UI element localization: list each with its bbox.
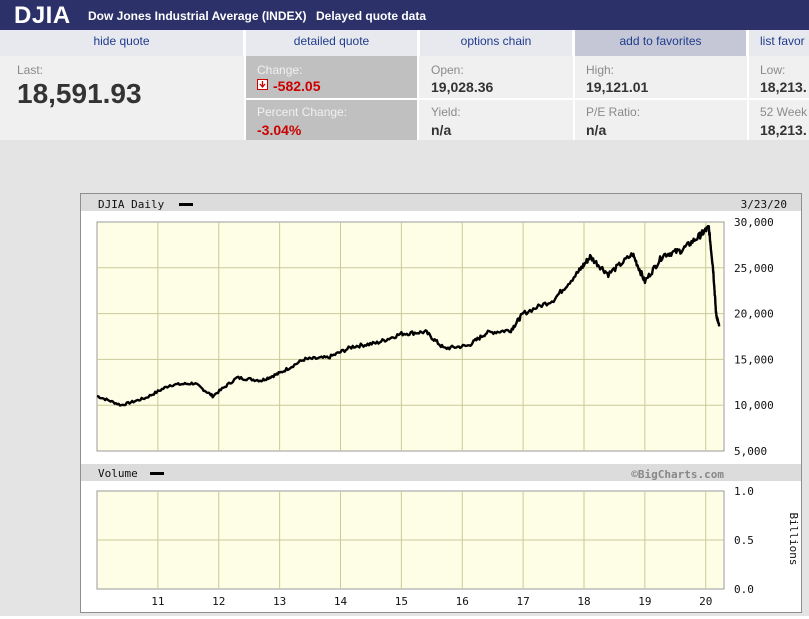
change-cell: Change: -582.05 bbox=[246, 56, 417, 98]
volume-legend-swatch bbox=[150, 472, 164, 475]
price-y-ticks: 30,000 25,000 20,000 15,000 10,000 5,000 bbox=[734, 216, 774, 458]
52-week-label: 52 Week bbox=[760, 105, 808, 119]
x-tick-label: 11 bbox=[151, 595, 164, 608]
52-week-value: 18,213. bbox=[760, 122, 807, 138]
yield-cell: Yield: n/a bbox=[419, 100, 573, 140]
change-label: Change: bbox=[257, 63, 303, 77]
delay-note: Delayed quote data bbox=[316, 9, 427, 23]
percent-change-value: -3.04% bbox=[257, 122, 302, 138]
volume-grid bbox=[97, 491, 724, 589]
volume-y-tick-label: 0.0 bbox=[734, 583, 754, 596]
low-cell: Low: 18,213. bbox=[749, 56, 809, 98]
x-tick-label: 13 bbox=[273, 595, 286, 608]
percent-change-label: Percent Change: bbox=[257, 105, 348, 119]
price-plot-area bbox=[96, 221, 725, 452]
price-y-tick-label: 25,000 bbox=[734, 262, 774, 275]
tab-list-favorites[interactable]: list favor bbox=[749, 30, 809, 56]
low-value: 18,213. bbox=[760, 79, 807, 95]
tab-options-chain[interactable]: options chain bbox=[420, 30, 575, 56]
volume-title-bar bbox=[81, 464, 801, 481]
price-legend-swatch bbox=[179, 203, 193, 206]
price-y-tick-label: 10,000 bbox=[734, 399, 774, 412]
volume-y-ticks: 1.0 0.5 0.0 bbox=[734, 485, 754, 596]
open-cell: Open: 19,028.36 bbox=[419, 56, 573, 98]
x-tick-label: 20 bbox=[699, 595, 712, 608]
quote-panel: Last: 18,591.93 Change: -582.05 Percent … bbox=[0, 56, 809, 140]
x-tick-label: 15 bbox=[395, 595, 408, 608]
x-tick-label: 12 bbox=[212, 595, 225, 608]
x-tick-label: 17 bbox=[516, 595, 529, 608]
price-y-tick-label: 5,000 bbox=[734, 445, 767, 458]
high-label: High: bbox=[586, 63, 615, 77]
last-cell: Last: 18,591.93 bbox=[0, 56, 244, 140]
tab-add-to-favorites[interactable]: add to favorites bbox=[575, 30, 749, 56]
chart-date: 3/23/20 bbox=[741, 198, 787, 211]
quote-tabs: hide quote detailed quote options chain … bbox=[0, 30, 809, 56]
volume-y-tick-label: 0.5 bbox=[734, 534, 754, 547]
volume-y-tick-label: 1.0 bbox=[734, 485, 754, 498]
ticker-symbol: DJIA bbox=[14, 2, 71, 29]
pe-ratio-label: P/E Ratio: bbox=[586, 105, 641, 119]
x-tick-label: 19 bbox=[638, 595, 651, 608]
tab-detailed-quote[interactable]: detailed quote bbox=[246, 30, 420, 56]
price-grid bbox=[97, 222, 724, 451]
x-tick-label: 18 bbox=[577, 595, 590, 608]
pe-ratio-value: n/a bbox=[586, 122, 607, 138]
volume-axis-label: Billions bbox=[787, 513, 800, 566]
price-y-tick-label: 15,000 bbox=[734, 353, 774, 366]
last-label: Last: bbox=[17, 63, 44, 77]
yield-label: Yield: bbox=[431, 105, 461, 119]
price-y-tick-label: 30,000 bbox=[734, 216, 774, 229]
open-value: 19,028.36 bbox=[431, 79, 494, 95]
tab-hide-quote[interactable]: hide quote bbox=[0, 30, 246, 56]
chart-title: DJIA Daily bbox=[98, 198, 165, 211]
x-axis-ticks: 11 12 13 14 15 16 17 18 19 20 bbox=[151, 595, 712, 608]
high-value: 19,121.01 bbox=[586, 79, 649, 95]
52-week-cell: 52 Week 18,213. bbox=[749, 100, 809, 140]
price-y-tick-label: 20,000 bbox=[734, 308, 774, 321]
price-series-line bbox=[96, 225, 721, 407]
x-tick-label: 16 bbox=[456, 595, 469, 608]
open-label: Open: bbox=[431, 63, 464, 77]
instrument-name: Dow Jones Industrial Average (INDEX) bbox=[88, 9, 307, 23]
percent-change-cell: Percent Change: -3.04% bbox=[246, 100, 417, 140]
change-value: -582.05 bbox=[273, 78, 321, 94]
volume-title: Volume bbox=[98, 467, 138, 480]
chart-svg: DJIA Daily 3/23/20 30,000 25,000 20,000 15,… bbox=[81, 194, 801, 608]
yield-value: n/a bbox=[431, 122, 452, 138]
quote-header: DJIA Dow Jones Industrial Average (INDEX… bbox=[0, 0, 809, 30]
pe-ratio-cell: P/E Ratio: n/a bbox=[575, 100, 747, 140]
low-label: Low: bbox=[760, 63, 786, 77]
last-price: 18,591.93 bbox=[17, 78, 142, 109]
price-chart: DJIA Daily 3/23/20 30,000 25,000 20,000 15,… bbox=[80, 193, 802, 613]
x-tick-label: 14 bbox=[334, 595, 348, 608]
chart-title-bar bbox=[81, 194, 801, 211]
bigcharts-watermark: ©BigCharts.com bbox=[631, 468, 724, 481]
down-arrow-icon bbox=[257, 79, 268, 90]
high-cell: High: 19,121.01 bbox=[575, 56, 747, 98]
